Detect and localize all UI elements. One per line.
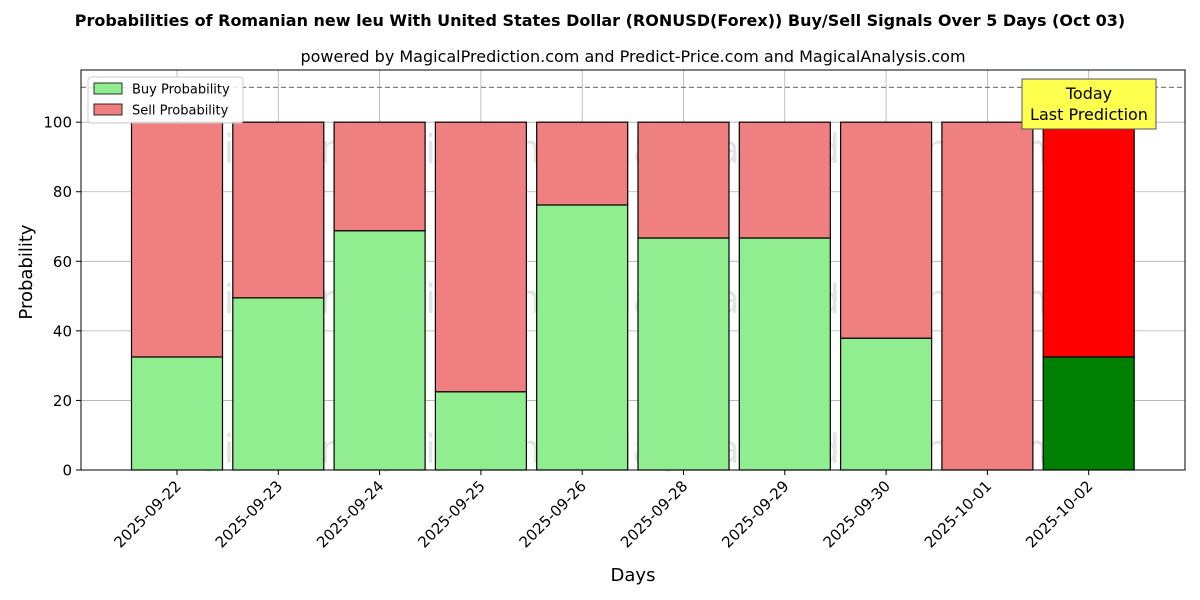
x-tick-label: 2025-09-29 <box>718 477 792 551</box>
y-tick-label: 40 <box>53 322 72 340</box>
x-tick-label: 2025-09-25 <box>414 477 488 551</box>
bar-buy-2025-10-02 <box>1042 356 1135 471</box>
x-tick-label: 2025-09-24 <box>313 477 387 551</box>
today-annotation: Today Last Prediction <box>1021 78 1157 130</box>
legend-sell-swatch <box>93 103 123 116</box>
legend-buy-swatch <box>93 82 123 95</box>
legend-sell-label: Sell Probability <box>132 104 229 119</box>
x-tick-label: 2025-09-28 <box>617 477 691 551</box>
x-tick-label: 2025-09-30 <box>820 477 894 551</box>
bar-sell-2025-09-25 <box>434 121 527 393</box>
bar-sell-2025-09-22 <box>130 121 224 358</box>
y-tick-label: 100 <box>43 114 72 132</box>
bar-sell-2025-10-01 <box>941 121 1034 471</box>
y-tick-label: 80 <box>53 183 72 201</box>
bar-buy-2025-09-24 <box>333 230 426 471</box>
bar-sell-2025-09-26 <box>536 121 629 206</box>
y-axis-ticks: 0 20 40 60 80 100 <box>43 114 81 480</box>
bar-buy-2025-09-28 <box>637 237 730 471</box>
bar-sell-2025-10-02 <box>1042 121 1135 358</box>
chart-subtitle: powered by MagicalPrediction.com and Pre… <box>300 47 965 66</box>
bar-buy-2025-09-25 <box>434 391 527 471</box>
bars <box>130 121 1135 471</box>
plot-frame <box>80 69 1186 471</box>
today-annotation-box <box>1021 78 1157 130</box>
y-tick-label: 20 <box>53 392 72 410</box>
bar-buy-2025-09-26 <box>536 204 629 471</box>
bar-sell-2025-09-23 <box>232 121 325 299</box>
legend-frame <box>87 76 244 124</box>
y-tick-label: 0 <box>62 462 72 480</box>
chart-title: Probabilities of Romanian new leu With U… <box>75 11 1125 30</box>
y-tick-label: 60 <box>53 253 72 271</box>
legend: Buy Probability Sell Probability <box>87 76 244 124</box>
x-tick-label: 2025-10-01 <box>921 477 995 551</box>
bar-buy-2025-09-30 <box>839 337 933 471</box>
x-axis-label: Days <box>611 565 656 586</box>
bar-buy-2025-09-23 <box>232 297 325 471</box>
bar-sell-2025-09-30 <box>839 121 933 339</box>
y-axis-label: Probability <box>16 224 37 319</box>
bar-sell-2025-09-24 <box>333 121 426 232</box>
x-tick-label: 2025-09-26 <box>516 477 590 551</box>
bar-sell-2025-09-28 <box>637 121 730 239</box>
bar-sell-2025-09-29 <box>738 121 831 239</box>
x-tick-label: 2025-09-23 <box>212 477 286 551</box>
x-tick-label: 2025-10-02 <box>1022 477 1096 551</box>
legend-buy-label: Buy Probability <box>132 83 230 98</box>
bar-buy-2025-09-29 <box>738 237 831 471</box>
x-tick-label: 2025-09-22 <box>110 477 184 551</box>
today-annotation-line1: Today <box>1065 84 1112 103</box>
today-annotation-line2: Last Prediction <box>1030 105 1148 124</box>
bar-buy-2025-09-22 <box>130 356 224 471</box>
x-axis-ticks: 2025-09-22 2025-09-23 2025-09-24 2025-09-25… <box>110 470 1097 551</box>
